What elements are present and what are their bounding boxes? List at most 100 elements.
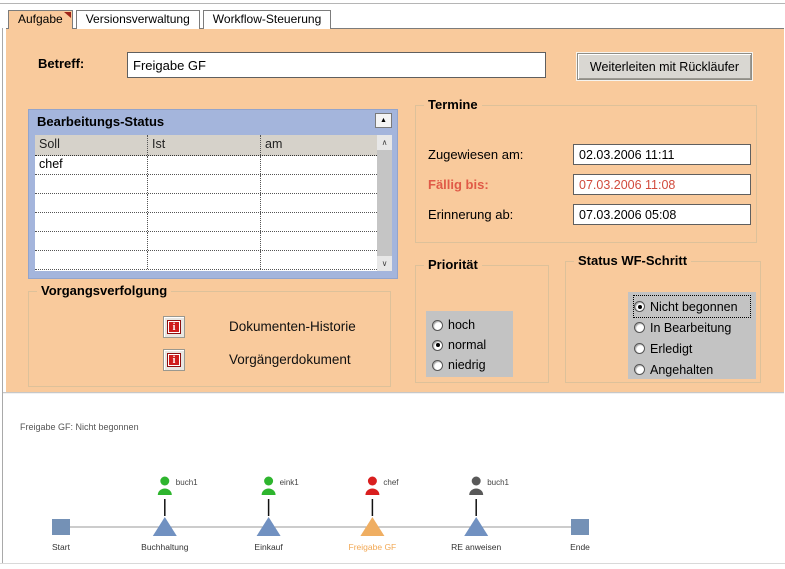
radio-option-angehalten[interactable]: Angehalten <box>634 359 750 380</box>
person-icon <box>469 488 484 495</box>
window-left-border <box>2 28 3 564</box>
node-label: Einkauf <box>254 542 283 552</box>
radio-option-erledigt[interactable]: Erledigt <box>634 338 750 359</box>
tab-label: Versionsverwaltung <box>85 12 190 26</box>
forward-button[interactable]: Weiterleiten mit Rückläufer <box>577 53 752 80</box>
node-label: Freigabe GF <box>349 542 397 552</box>
scroll-down-icon[interactable]: ∨ <box>377 256 392 271</box>
workflow-node-freigabe-gf: chef Freigabe GF <box>349 476 399 552</box>
tab-aufgabe[interactable]: Aufgabe <box>8 10 73 29</box>
column-header-soll[interactable]: Soll <box>35 135 148 155</box>
vorgaengerdokument-button[interactable]: i <box>163 349 185 371</box>
task-form-panel: Betreff: Freigabe GF Weiterleiten mit Rü… <box>6 28 784 392</box>
erinnerung-ab-label: Erinnerung ab: <box>428 207 514 222</box>
radio-label: In Bearbeitung <box>650 320 732 335</box>
status-table-header: Soll Ist am <box>35 135 377 156</box>
bearbeitungs-status-title: Bearbeitungs-Status <box>37 114 165 129</box>
termine-title: Termine <box>424 97 482 112</box>
radio-option-normal[interactable]: normal <box>432 335 507 355</box>
node-triangle-icon <box>360 517 385 536</box>
zugewiesen-am-row: Zugewiesen am: 02.03.2006 11:11 <box>416 144 756 166</box>
workflow-node-einkauf: eink1 Einkauf <box>254 476 300 552</box>
table-cell <box>148 175 261 193</box>
vorgangsverfolgung-title: Vorgangsverfolgung <box>37 283 172 298</box>
radio-button-icon[interactable] <box>634 322 645 333</box>
table-row[interactable] <box>35 194 377 213</box>
radio-label: normal <box>448 338 487 352</box>
panel-separator <box>3 392 784 394</box>
status-wf-schritt-title: Status WF-Schritt <box>574 253 692 268</box>
table-cell <box>261 156 377 174</box>
tab-versionsverwaltung[interactable]: Versionsverwaltung <box>75 10 200 29</box>
prioritaet-radio-group: hoch normal niedrig <box>426 311 513 377</box>
table-cell <box>35 194 148 212</box>
column-header-ist[interactable]: Ist <box>148 135 261 155</box>
status-table: Soll Ist am chef ∧ ∨ <box>35 135 392 271</box>
column-header-am[interactable]: am <box>265 137 283 151</box>
workflow-status-text: Freigabe GF: Nicht begonnen <box>20 422 139 432</box>
person-icon <box>471 476 481 486</box>
radio-label: hoch <box>448 318 476 332</box>
workflow-node-buchhaltung: buch1 Buchhaltung <box>141 476 198 552</box>
info-icon: i <box>167 353 181 367</box>
table-row[interactable] <box>35 251 377 270</box>
person-icon <box>367 476 377 486</box>
table-row[interactable]: chef <box>35 156 377 175</box>
person-icon <box>261 488 276 495</box>
faellig-bis-input[interactable]: 07.03.2006 11:08 <box>573 174 751 195</box>
table-row[interactable] <box>35 213 377 232</box>
table-cell <box>35 213 148 231</box>
prioritaet-title: Priorität <box>424 257 482 272</box>
person-name: eink1 <box>280 478 300 487</box>
zugewiesen-am-input[interactable]: 02.03.2006 11:11 <box>573 144 751 165</box>
radio-button-icon[interactable] <box>634 364 645 375</box>
scroll-up-icon[interactable]: ∧ <box>377 135 392 150</box>
table-row[interactable] <box>35 175 377 194</box>
node-triangle-icon <box>464 517 489 536</box>
radio-label: Nicht begonnen <box>650 299 738 314</box>
table-cell <box>35 232 148 250</box>
betreff-label: Betreff: <box>38 56 85 71</box>
table-cell <box>148 213 261 231</box>
termine-group: Termine Zugewiesen am: 02.03.2006 11:11 … <box>415 97 757 243</box>
radio-button-icon[interactable] <box>634 343 645 354</box>
table-cell <box>261 213 377 231</box>
workflow-node-start: Start <box>52 519 71 552</box>
bearbeitungs-status-panel: Bearbeitungs-Status ▲ Soll Ist am chef ∧… <box>28 109 398 279</box>
node-label: Start <box>52 542 71 552</box>
radio-button-icon[interactable] <box>432 319 443 331</box>
table-cell <box>261 194 377 212</box>
table-cell <box>148 194 261 212</box>
radio-option-nicht-begonnen[interactable]: Nicht begonnen <box>633 295 751 318</box>
betreff-input[interactable]: Freigabe GF <box>127 52 546 78</box>
table-cell <box>261 251 377 269</box>
radio-option-in-bearbeitung[interactable]: In Bearbeitung <box>634 317 750 338</box>
node-triangle-icon <box>152 517 177 536</box>
person-icon <box>160 476 170 486</box>
person-name: buch1 <box>176 478 198 487</box>
radio-option-hoch[interactable]: hoch <box>432 315 507 335</box>
tab-label: Workflow-Steuerung <box>212 12 322 26</box>
collapse-section-button[interactable]: ▲ <box>375 113 392 128</box>
tab-workflow-steuerung[interactable]: Workflow-Steuerung <box>202 10 332 29</box>
table-cell: chef <box>35 156 148 174</box>
node-label: RE anweisen <box>451 542 501 552</box>
dokumenten-historie-button[interactable]: i <box>163 316 185 338</box>
radio-button-icon[interactable] <box>432 359 443 371</box>
radio-button-icon[interactable] <box>634 301 645 312</box>
workflow-node-re-anweisen: buch1 RE anweisen <box>451 476 510 552</box>
faellig-bis-label: Fällig bis: <box>428 177 489 192</box>
node-label: Buchhaltung <box>141 542 189 552</box>
table-row[interactable] <box>35 232 377 251</box>
erinnerung-ab-input[interactable]: 07.03.2006 05:08 <box>573 204 751 225</box>
status-table-body: chef <box>35 156 377 270</box>
table-scrollbar[interactable]: ∧ ∨ <box>377 135 392 271</box>
node-triangle-icon <box>256 517 281 536</box>
person-name: buch1 <box>487 478 509 487</box>
table-cell <box>261 175 377 193</box>
radio-option-niedrig[interactable]: niedrig <box>432 355 507 375</box>
dokumenten-historie-label: Dokumenten-Historie <box>229 319 356 334</box>
vorgaengerdokument-label: Vorgängerdokument <box>229 352 351 367</box>
radio-button-icon[interactable] <box>432 339 443 351</box>
window-top-rule <box>0 3 785 4</box>
